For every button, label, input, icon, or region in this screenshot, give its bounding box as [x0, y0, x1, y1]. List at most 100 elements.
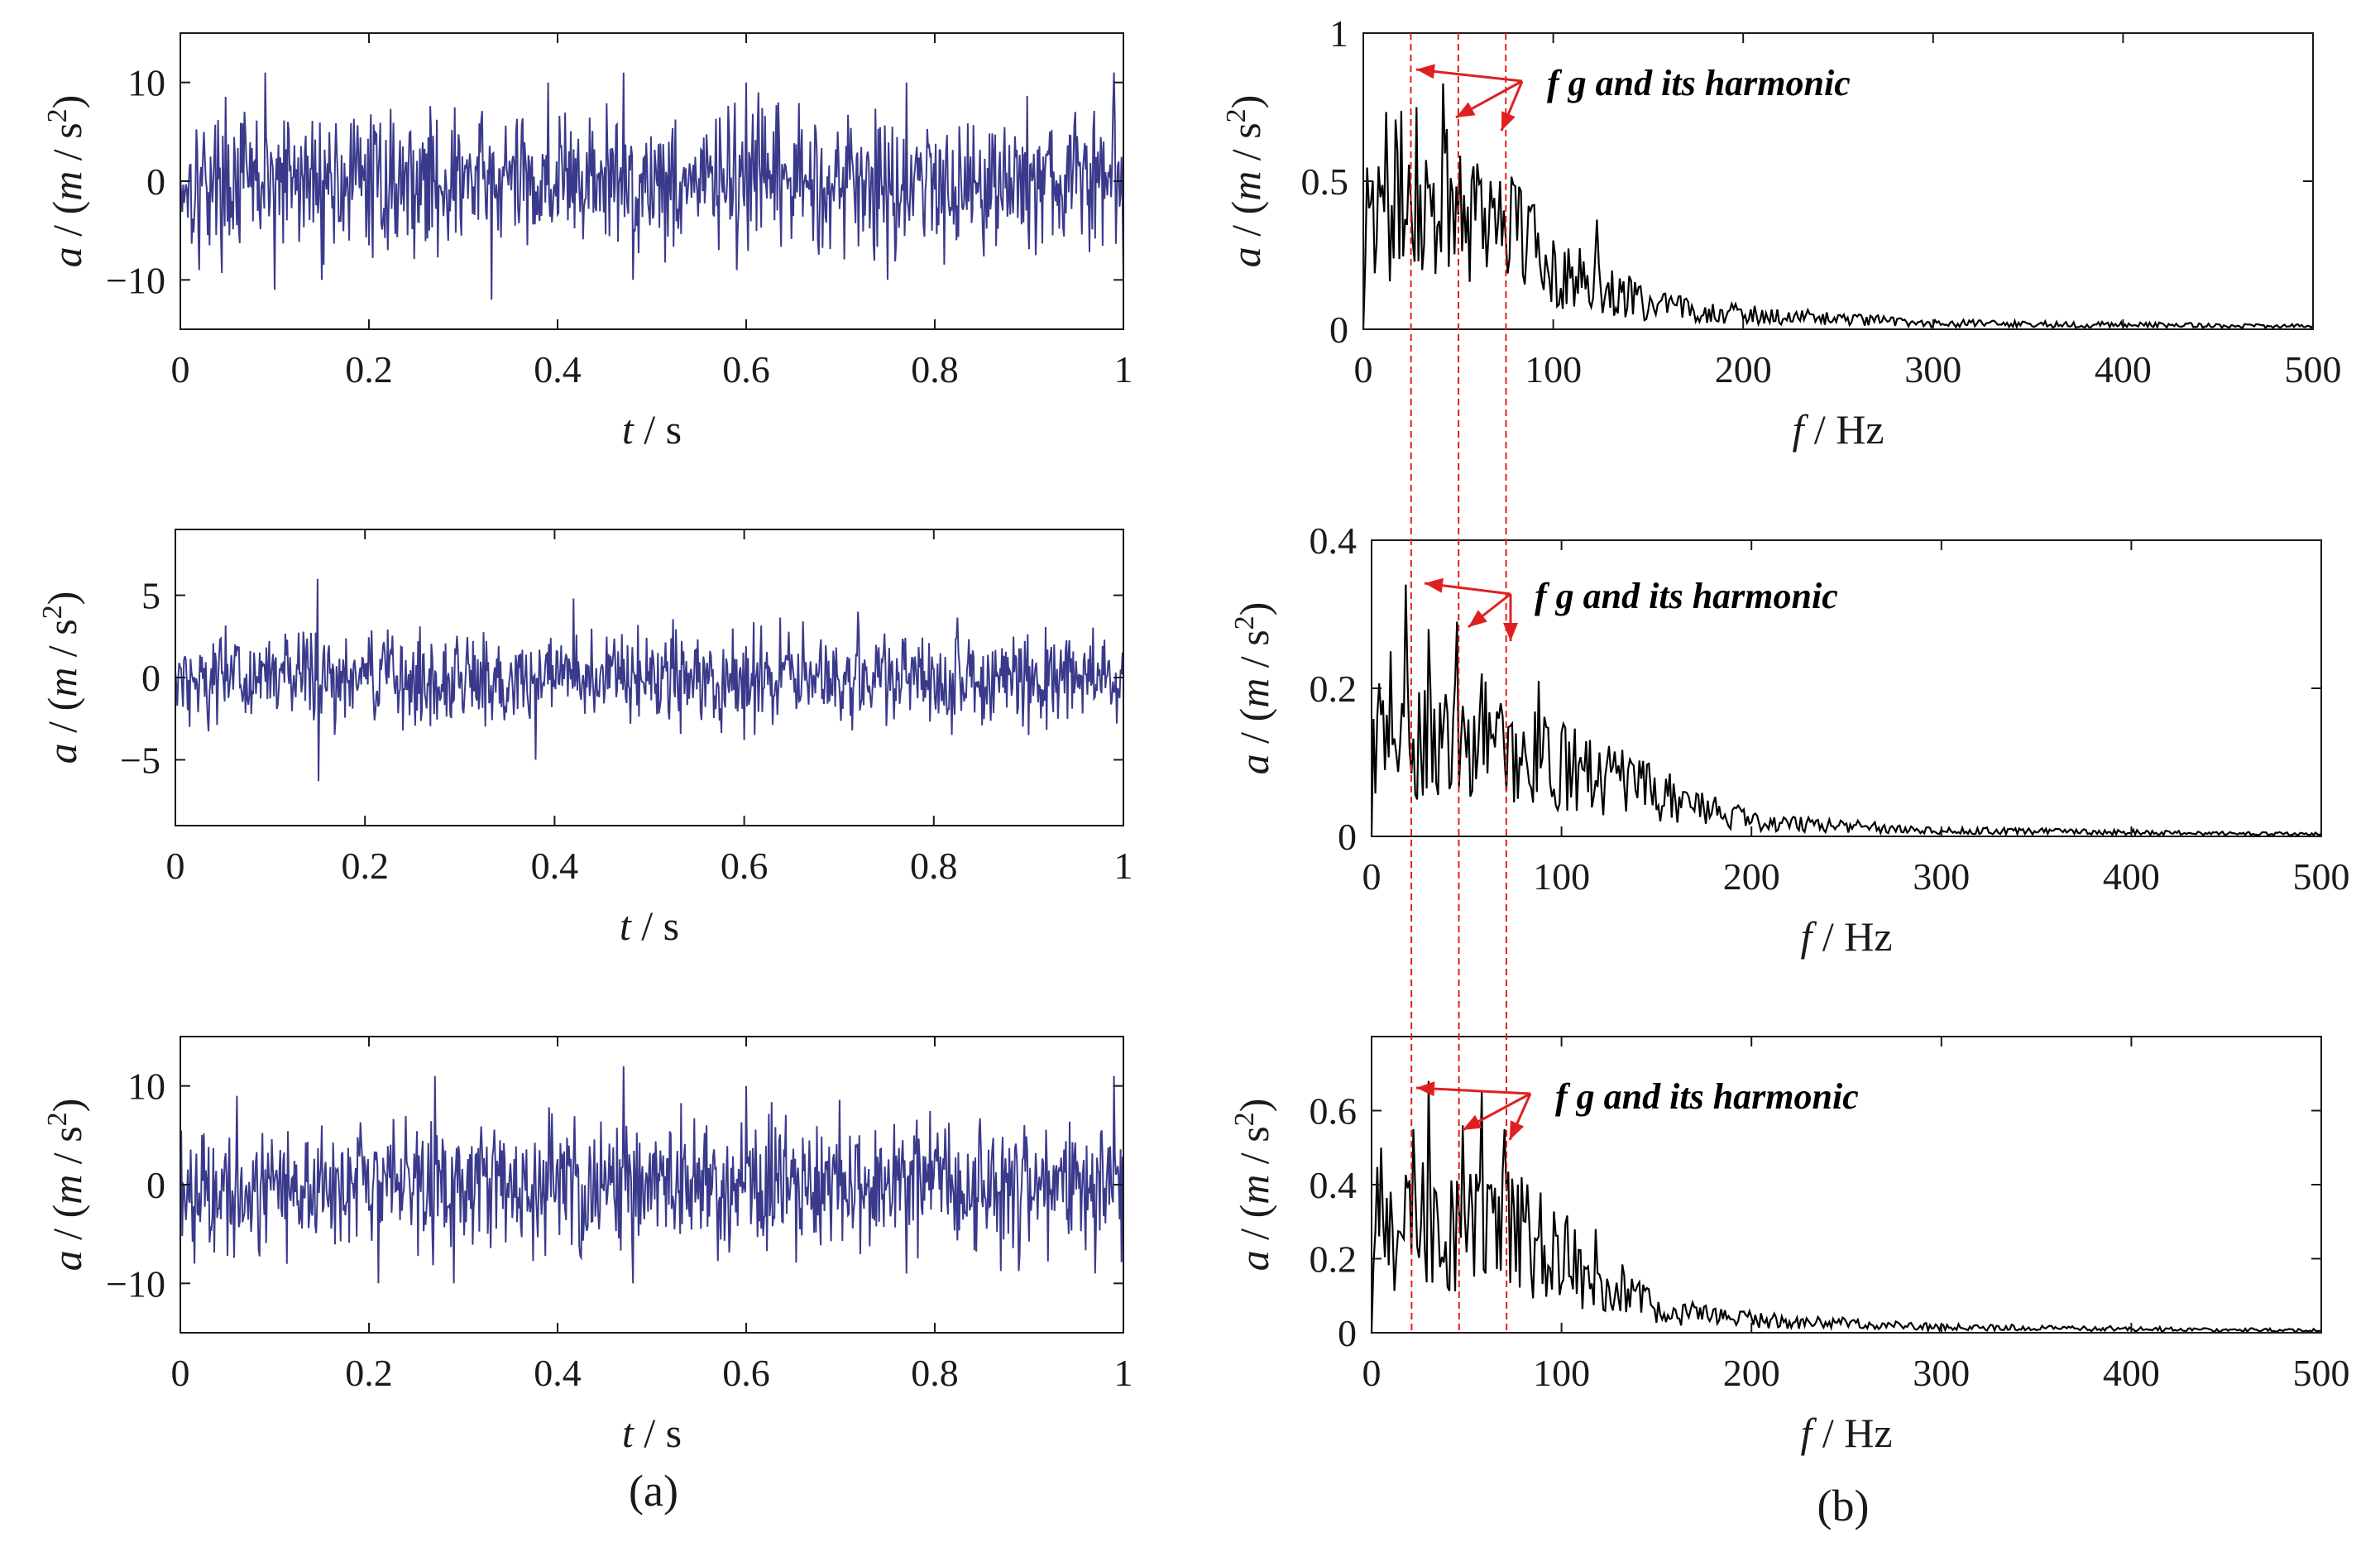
spec-1-xtick-label: 0 [1354, 348, 1373, 390]
time-1-ylabel: a / (m / s2) [42, 95, 91, 268]
time-plot-2: 0 0.2 0.4 0.6 0.8 1 −5 0 5 [120, 529, 1133, 887]
spec-3-xtick-label: 300 [1913, 1352, 1970, 1394]
time-1-xtick-label: 1 [1114, 348, 1133, 390]
time-1-xtick-label: 0.6 [722, 348, 770, 390]
spec-2-ytick-label: 0.4 [1310, 520, 1358, 562]
spec-1-ytick-label: 0.5 [1301, 160, 1349, 203]
spec-1-annotation-arrowhead [1416, 64, 1435, 79]
spec-2-xlabel: f / Hz [1800, 913, 1892, 960]
spec-2-annotation-arrowhead [1468, 610, 1487, 627]
time-2-xtick-label: 0.2 [341, 845, 389, 887]
panel-time-2: 0 0.2 0.4 0.6 0.8 1 −5 0 5 a / (m / s2) t / s [37, 529, 1133, 949]
harmonic-guide-lines [1410, 32, 1508, 1334]
time-3-trace [180, 1066, 1124, 1284]
spec-1-xlabel: f / Hz [1792, 406, 1884, 453]
time-3-ylabel: a / (m / s2) [42, 1099, 91, 1272]
time-3-ytick-label: 0 [146, 1164, 165, 1206]
time-3-ytick-label: 10 [127, 1066, 165, 1108]
spec-1-ytick-label: 0 [1329, 309, 1348, 351]
spec-2-harmonic-annotation: f g and its harmonic [1535, 576, 1838, 616]
harmonic-guide-line [1410, 32, 1413, 1334]
spec-2-xtick-label: 100 [1533, 855, 1590, 898]
spec-1-xtick-label: 500 [2285, 348, 2342, 390]
spec-3-ytick-label: 0 [1338, 1312, 1357, 1354]
time-2-xtick-label: 0.6 [721, 845, 769, 887]
time-2-trace [175, 578, 1124, 782]
time-3-xtick-label: 0.8 [911, 1352, 959, 1394]
spec-1-ytick-label: 1 [1329, 12, 1348, 55]
panel-spec-3: 0 100 200 300 400 500 0 0.2 0.4 0.6 f g and its h… [1229, 1036, 2350, 1456]
spec-3-ytick-label: 0.6 [1310, 1090, 1358, 1133]
spec-2-ytick-label: 0 [1338, 816, 1357, 858]
time-3-xtick-label: 0.4 [534, 1352, 582, 1394]
time-2-ylabel: a / (m / s2) [37, 592, 86, 764]
spec-1-annotation-arrowhead [1501, 111, 1516, 131]
time-1-trace [180, 72, 1124, 300]
time-3-xlabel: t / s [622, 1410, 682, 1456]
spec-2-xtick-label: 400 [2103, 855, 2160, 898]
spec-3-xtick-label: 200 [1723, 1352, 1780, 1394]
spec-3-xlabel: f / Hz [1800, 1410, 1892, 1456]
spec-3-xtick-label: 500 [2293, 1352, 2350, 1394]
caption-a: (a) [629, 1466, 678, 1516]
time-3-xtick-label: 0 [171, 1352, 190, 1394]
spec-3-trace [1370, 1080, 2322, 1334]
spec-3-annotation-arrowhead [1510, 1120, 1525, 1140]
spec-2-xtick-label: 500 [2293, 855, 2350, 898]
time-2-xtick-label: 0 [166, 845, 185, 887]
time-2-ytick-label: −5 [120, 739, 160, 781]
time-1-ytick-label: 10 [127, 62, 165, 104]
spec-3-harmonic-annotation: f g and its harmonic [1555, 1076, 1859, 1117]
time-2-xtick-label: 0.4 [531, 845, 579, 887]
spec-3-xtick-label: 400 [2103, 1352, 2160, 1394]
spec-3-annotation-arrowhead [1463, 1114, 1482, 1130]
spec-3-annotation-arrow [1415, 1086, 1531, 1095]
caption-b: (b) [1817, 1481, 1870, 1530]
time-2-xlabel: t / s [620, 903, 679, 949]
time-1-xtick-label: 0.2 [345, 348, 393, 390]
time-2-xtick-label: 0.8 [910, 845, 958, 887]
spectrum-plot-3: 0 100 200 300 400 500 0 0.2 0.4 0.6 [1310, 1036, 2350, 1394]
spec-2-xtick-label: 300 [1913, 855, 1970, 898]
spec-1-xtick-label: 100 [1525, 348, 1582, 390]
spec-2-xtick-label: 0 [1362, 855, 1382, 898]
spec-1-trace [1362, 83, 2314, 330]
time-3-xtick-label: 1 [1114, 1352, 1133, 1394]
spec-2-xtick-label: 200 [1723, 855, 1780, 898]
time-3-xtick-label: 0.6 [722, 1352, 770, 1394]
spec-1-xtick-label: 300 [1904, 348, 1961, 390]
time-1-xtick-label: 0.4 [534, 348, 582, 390]
spectrum-plot-1: 0 100 200 300 400 500 0 0.5 1 [1301, 12, 2342, 390]
spec-3-xtick-label: 100 [1533, 1352, 1590, 1394]
time-3-ytick-label: −10 [106, 1262, 165, 1305]
spec-2-trace [1370, 584, 2322, 837]
time-1-xlabel: t / s [622, 406, 682, 453]
time-3-xtick-label: 0.2 [345, 1352, 393, 1394]
time-1-xtick-label: 0.8 [911, 348, 959, 390]
spec-1-annotation-arrowhead [1456, 102, 1476, 117]
time-1-ytick-label: −10 [106, 259, 165, 301]
spec-3-ytick-label: 0.2 [1310, 1238, 1358, 1281]
spec-3-ytick-label: 0.4 [1310, 1164, 1358, 1206]
spec-1-harmonic-annotation: f g and its harmonic [1547, 63, 1851, 103]
time-1-xtick-label: 0 [171, 348, 190, 390]
time-2-xtick-label: 1 [1114, 845, 1133, 887]
panel-spec-2: 0 100 200 300 400 500 0 0.2 0.4 f g and its harm… [1229, 520, 2350, 960]
time-plot-3: 0 0.2 0.4 0.6 0.8 1 −10 0 10 [106, 1036, 1133, 1394]
spec-2-ytick-label: 0.2 [1310, 668, 1358, 710]
spec-1-xtick-label: 200 [1715, 348, 1772, 390]
panel-time-3: 0 0.2 0.4 0.6 0.8 1 −10 0 10 a / (m / s2) t / s [42, 1036, 1133, 1456]
spec-3-annotation-arrowhead [1416, 1081, 1435, 1097]
spec-3-xtick-label: 0 [1362, 1352, 1382, 1394]
time-2-ytick-label: 5 [141, 575, 160, 617]
spec-3-ylabel: a / (m / s2) [1229, 1099, 1278, 1272]
panel-time-1: 0 0.2 0.4 0.6 0.8 1 −10 0 10 a / (m / s2) t / s [42, 32, 1133, 453]
panel-spec-1: 0 100 200 300 400 500 0 0.5 1 f g and its harmon… [1221, 12, 2342, 453]
time-2-ytick-label: 0 [141, 657, 160, 699]
harmonic-guide-line [1457, 32, 1460, 1334]
spec-1-xtick-label: 400 [2095, 348, 2152, 390]
spec-1-ylabel: a / (m / s2) [1221, 95, 1270, 268]
time-plot-1: 0 0.2 0.4 0.6 0.8 1 −10 0 10 [106, 32, 1133, 390]
time-1-ytick-label: 0 [146, 160, 165, 203]
